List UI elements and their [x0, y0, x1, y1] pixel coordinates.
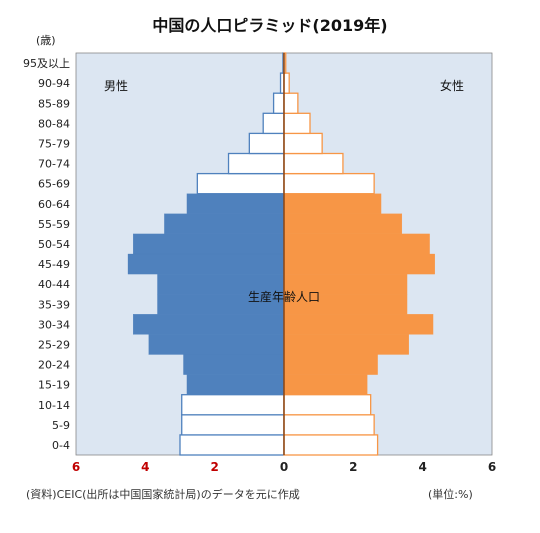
female-bar-5-9 — [283, 414, 375, 436]
x-tick-label: 4 — [141, 460, 149, 474]
male-bar-10-14 — [181, 394, 285, 416]
female-bar-25-29 — [283, 334, 409, 355]
age-tick-label: 10-14 — [38, 399, 70, 412]
female-bar-85-89 — [283, 92, 299, 114]
x-tick-label: 2 — [349, 460, 357, 474]
x-tick-label: 6 — [72, 460, 80, 474]
age-tick-label: 30-34 — [38, 318, 70, 331]
male-bar-55-59 — [164, 213, 285, 235]
male-bar-15-19 — [186, 374, 285, 395]
male-bar-70-74 — [227, 152, 285, 175]
age-unit-label: (歳) — [36, 34, 56, 47]
age-tick-label: 85-89 — [38, 97, 70, 110]
female-bar-75-79 — [283, 132, 323, 155]
female-bar-90-94 — [283, 72, 290, 94]
male-bar-30-34 — [133, 314, 285, 335]
female-bar-30-34 — [283, 314, 434, 335]
female-bar-70-74 — [283, 152, 344, 175]
age-tick-label: 55-59 — [38, 218, 70, 231]
female-bar-60-64 — [283, 193, 382, 214]
age-tick-label: 65-69 — [38, 178, 70, 191]
age-tick-label: 35-39 — [38, 298, 70, 311]
male-bar-25-29 — [148, 334, 285, 355]
x-tick-label: 6 — [488, 460, 496, 474]
female-bar-10-14 — [283, 394, 372, 416]
percent-unit-label: (単位:%) — [428, 488, 473, 501]
male-bar-0-4 — [179, 434, 285, 456]
age-tick-label: 0-4 — [52, 439, 70, 452]
age-tick-label: 15-19 — [38, 379, 70, 392]
chart-title: 中国の人口ピラミッド(2019年) — [152, 16, 388, 35]
female-bar-0-4 — [283, 434, 379, 456]
age-tick-label: 5-9 — [52, 419, 70, 432]
male-bar-60-64 — [186, 193, 285, 214]
male-bar-75-79 — [248, 132, 285, 155]
female-bar-65-69 — [283, 172, 375, 195]
male-bar-50-54 — [133, 233, 285, 255]
x-tick-label: 2 — [210, 460, 218, 474]
female-bar-15-19 — [283, 374, 368, 395]
age-tick-label: 90-94 — [38, 77, 70, 90]
working-age-annotation: 生産年齢人口 — [248, 289, 320, 304]
x-tick-label: 0 — [280, 460, 288, 474]
age-tick-label: 50-54 — [38, 238, 70, 251]
x-tick-label: 4 — [418, 460, 426, 474]
female-bar-45-49 — [283, 253, 435, 275]
male-bar-20-24 — [183, 354, 285, 375]
female-bar-50-54 — [283, 233, 430, 255]
male-bar-85-89 — [272, 92, 285, 114]
male-bar-65-69 — [196, 172, 285, 195]
age-tick-label: 20-24 — [38, 359, 70, 372]
female-bar-80-84 — [283, 112, 311, 135]
age-tick-label: 45-49 — [38, 258, 70, 271]
male-bar-45-49 — [127, 253, 285, 275]
age-tick-label: 80-84 — [38, 117, 70, 130]
female-label: 女性 — [440, 78, 464, 93]
male-bar-5-9 — [181, 414, 285, 436]
female-bar-20-24 — [283, 354, 378, 375]
female-bar-55-59 — [283, 213, 403, 235]
male-bar-80-84 — [262, 112, 285, 135]
male-label: 男性 — [104, 79, 128, 93]
age-tick-label: 40-44 — [38, 278, 70, 291]
age-tick-label: 75-79 — [38, 137, 70, 150]
age-tick-label: 25-29 — [38, 338, 70, 351]
age-tick-label: 70-74 — [38, 158, 70, 171]
age-tick-label: 60-64 — [38, 198, 70, 211]
age-tick-label: 95及以上 — [23, 57, 70, 70]
source-note: (資料)CEIC(出所は中国国家統計局)のデータを元に作成 — [26, 488, 300, 501]
